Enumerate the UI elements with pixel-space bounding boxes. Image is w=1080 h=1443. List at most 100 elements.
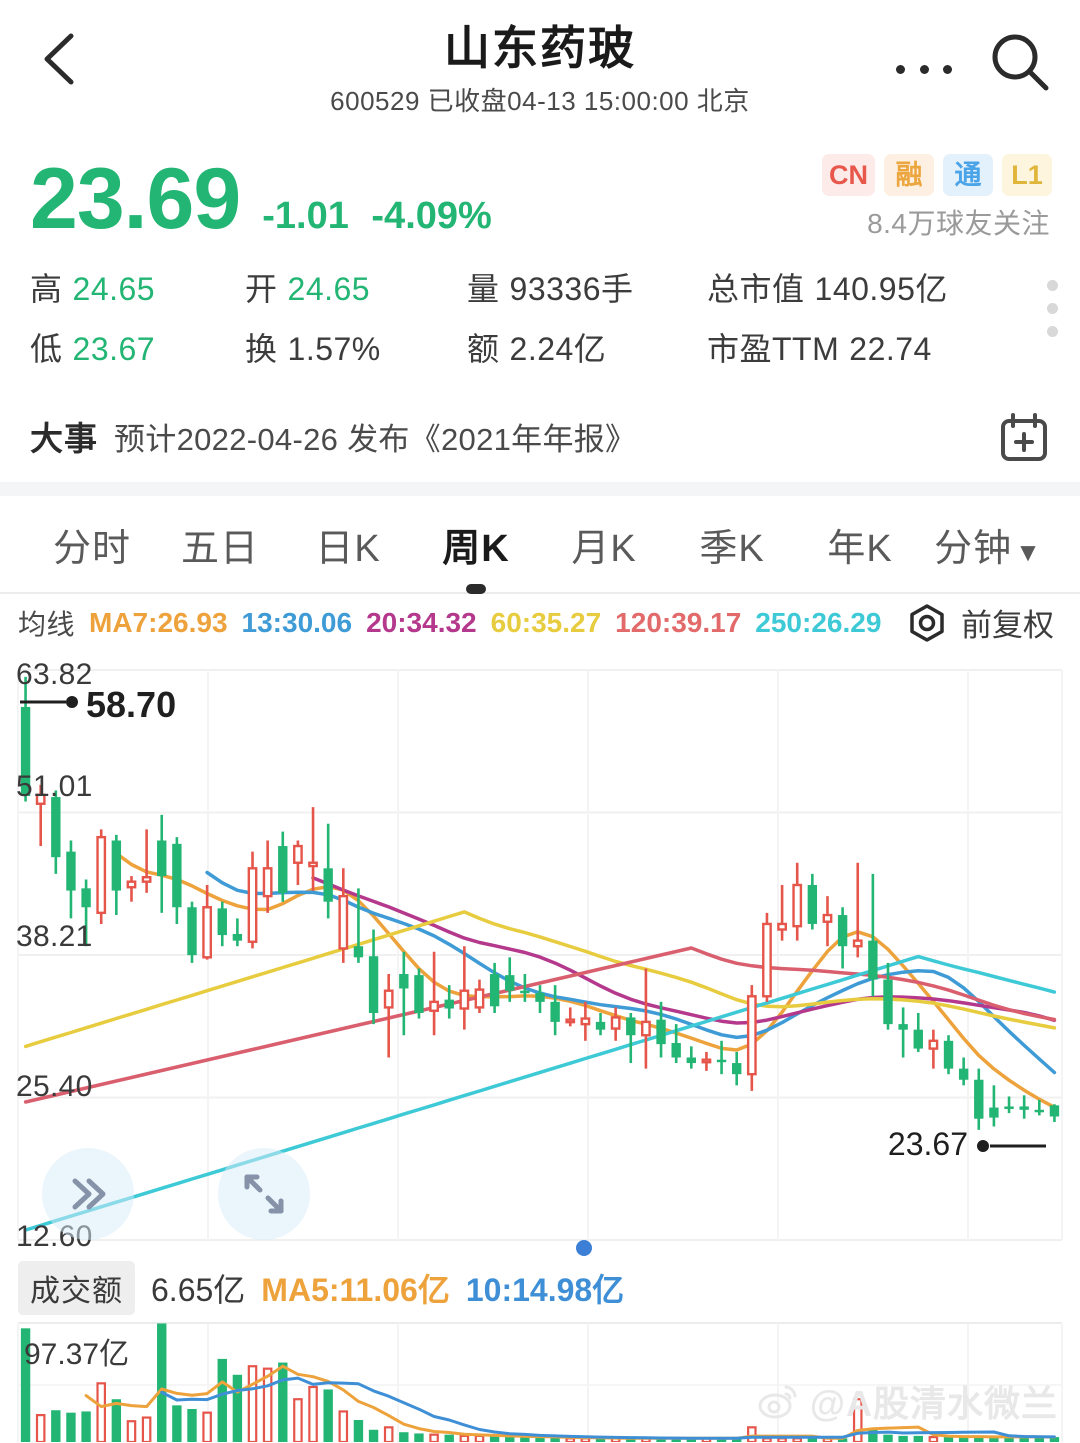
tab-daily-k[interactable]: 日K [315, 527, 381, 570]
last-price-marker: 23.67 [887, 1126, 968, 1162]
stat-key: 量 [467, 271, 500, 307]
stat-value: 22.74 [849, 331, 932, 367]
stat-volume: 量 93336手 [467, 264, 707, 310]
stat-open: 开 24.65 [245, 264, 467, 310]
ma-20: 20:34.32 [366, 607, 477, 638]
ma-legend: 均线 MA7:26.93 13:30.06 20:34.32 60:35.27 … [0, 594, 1080, 652]
ma-250: 250:26.29 [755, 607, 882, 638]
stat-key: 换 [245, 331, 278, 367]
stats-row: 高 24.65 开 24.65 量 93336手 总市值 140.95亿 [30, 264, 1050, 310]
volume-value: 6.65亿 [151, 1272, 246, 1308]
badge-cn: CN [822, 154, 875, 196]
calendar-plus-icon [1001, 413, 1047, 461]
side-dot [1047, 326, 1058, 337]
double-chevron-right-icon [72, 1178, 106, 1210]
y-axis-label: 63.82 [16, 658, 93, 691]
candlestick-canvas [17, 669, 1063, 1241]
tab-weekly-k[interactable]: 周K [412, 517, 540, 572]
stat-key: 低 [30, 331, 63, 367]
badge-level: L1 [1002, 154, 1052, 196]
app-header: 山东药玻 600529 已收盘04-13 15:00:00 北京 [0, 0, 1080, 140]
stat-pe-ttm: 市盈TTM 22.74 [707, 324, 1007, 370]
skip-forward-button[interactable] [42, 1148, 134, 1240]
page-title: 山东药玻 [444, 22, 636, 74]
stat-low: 低 23.67 [30, 324, 245, 370]
price-row: 23.69 -1.01 -4.09% [30, 140, 1050, 242]
volume-tag: 成交额 [18, 1261, 135, 1315]
volume-chart[interactable]: 97.37亿 [0, 1319, 1080, 1442]
tab-monthly-k[interactable]: 月K [571, 527, 637, 570]
stat-value: 93336手 [509, 271, 634, 307]
ma-60: 60:35.27 [490, 607, 602, 638]
stat-value: 2.24亿 [509, 331, 607, 367]
add-to-calendar-button[interactable] [996, 410, 1052, 466]
hexagon-gear-icon [910, 603, 944, 642]
ma-7: MA7:26.93 [89, 607, 228, 638]
badge-margin: 融 [884, 154, 934, 196]
tab-minute-line[interactable]: 分时 [52, 527, 131, 570]
high-price-marker: 58.70 [86, 684, 177, 725]
chevron-down-icon: ▼ [1015, 536, 1042, 567]
search-button[interactable] [984, 26, 1056, 98]
chevron-left-icon [44, 33, 74, 85]
back-button[interactable] [28, 28, 90, 90]
expand-chart-button[interactable] [218, 1148, 310, 1240]
section-divider [0, 482, 1080, 496]
high-marker-leader-line [20, 696, 78, 708]
price-change-percent: -4.09% [371, 195, 492, 237]
more-dot [919, 65, 929, 74]
event-row[interactable]: 大事 预计2022-04-26 发布《2021年年报》 [0, 390, 1080, 482]
price-chart[interactable]: 63.82 51.01 38.21 25.40 12.60 58.70 23.6… [0, 652, 1080, 1257]
stat-value: 1.57% [287, 331, 381, 367]
volume-ma10: 10:14.98亿 [465, 1272, 625, 1308]
price-change: -1.01 [262, 195, 349, 237]
stats-row: 低 23.67 换 1.57% 额 2.24亿 市盈TTM 22.74 [30, 324, 1050, 370]
volume-legend: 成交额 6.65亿 MA5:11.06亿 10:14.98亿 [0, 1257, 1080, 1319]
volume-y-label: 97.37亿 [24, 1338, 130, 1371]
tab-five-day[interactable]: 五日 [180, 527, 259, 570]
volume-canvas [17, 1322, 1063, 1442]
event-text: 预计2022-04-26 发布《2021年年报》 [114, 421, 637, 457]
more-options-button[interactable] [896, 46, 952, 74]
adjustment-button[interactable]: 前复权 [905, 600, 1054, 645]
y-axis-label: 38.21 [16, 920, 93, 953]
tab-minutes-dropdown[interactable]: 分钟 ▼ [924, 517, 1052, 572]
page-indicator-dot[interactable] [576, 1240, 592, 1256]
stat-key: 额 [467, 331, 500, 367]
event-tag: 大事 [30, 420, 98, 457]
stat-key: 开 [245, 271, 278, 307]
badge-connect: 通 [943, 154, 993, 196]
title-block: 山东药玻 600529 已收盘04-13 15:00:00 北京 [0, 22, 1080, 118]
stat-turnover-rate: 换 1.57% [245, 324, 467, 370]
tab-yearly-k[interactable]: 年K [827, 527, 893, 570]
stats-grid: 高 24.65 开 24.65 量 93336手 总市值 140.95亿 低 23.67 … [30, 264, 1050, 370]
ma-legend-label: 均线 [18, 609, 76, 640]
stat-value: 23.67 [72, 331, 156, 367]
side-dot [1047, 280, 1058, 291]
stat-key: 市盈TTM [707, 331, 840, 367]
ma-120: 120:39.17 [615, 607, 742, 638]
price-change-group: -1.01 -4.09% [262, 195, 492, 238]
stat-value: 140.95亿 [814, 271, 948, 307]
more-dot [943, 65, 952, 74]
stat-market-cap: 总市值 140.95亿 [707, 264, 1007, 310]
expand-arrows-icon [244, 1174, 284, 1214]
tab-quarterly-k[interactable]: 季K [699, 527, 765, 570]
ma-13: 13:30.06 [241, 607, 353, 638]
volume-ma5: MA5:11.06亿 [261, 1272, 450, 1308]
y-axis-label: 25.40 [16, 1070, 93, 1103]
chart-period-tabs: 分时 五日 日K 周K 月K 季K 年K 分钟 ▼ [0, 496, 1080, 594]
adjustment-label: 前复权 [961, 608, 1054, 643]
search-icon [992, 34, 1049, 91]
stat-high: 高 24.65 [30, 264, 245, 310]
stat-key: 高 [30, 271, 63, 307]
followers-count: 8.4万球友关注 [867, 208, 1050, 239]
stat-amount: 额 2.24亿 [467, 324, 707, 370]
side-dot [1047, 303, 1058, 314]
stat-key: 总市值 [707, 271, 805, 307]
stats-more-button[interactable] [1047, 280, 1058, 337]
market-badges: CN 融 通 L1 [822, 154, 1052, 196]
stat-value: 24.65 [72, 271, 156, 307]
